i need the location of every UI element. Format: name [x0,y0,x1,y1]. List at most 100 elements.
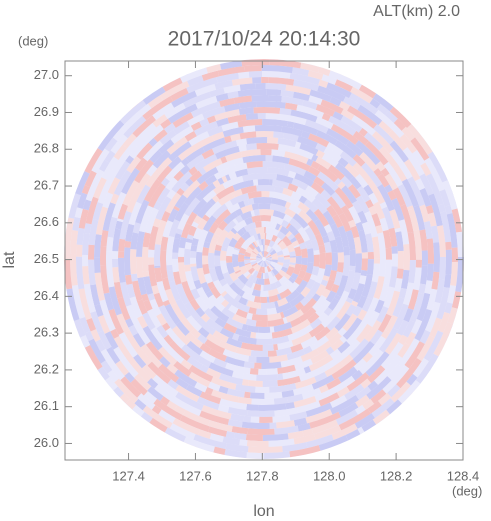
pattern-arc [187,75,204,87]
pattern-arc [241,284,254,295]
pattern-arc [242,155,266,164]
pattern-arc [110,134,128,154]
pattern-arc [378,257,386,277]
pattern-arc [79,316,91,334]
pattern-arc [66,288,80,322]
pattern-arc [300,296,310,307]
pattern-arc [306,152,314,160]
pattern-arc [99,299,116,332]
pattern-arc [331,251,338,272]
pattern-arc [214,250,221,256]
pattern-arc [243,361,255,369]
pattern-arc [407,123,433,155]
pattern-arc [300,286,311,298]
pattern-arc [164,427,187,443]
pattern-arc [307,70,324,81]
pattern-arc [299,242,307,250]
pattern-arc [144,207,159,234]
pattern-arc [317,164,339,183]
pattern-arc [71,284,86,319]
pattern-arc [460,276,464,297]
pattern-arc [110,193,120,205]
pattern-arc [132,404,145,417]
pattern-arc [396,268,404,279]
pattern-arc [135,199,150,224]
pattern-arc [64,240,71,260]
pattern-arc [269,249,277,256]
pattern-arc [384,173,399,191]
pattern-arc [430,225,440,243]
pattern-arc [276,347,293,357]
pattern-arc [185,270,193,280]
pattern-arc [256,143,279,150]
pattern-arc [383,259,392,284]
pattern-arc [132,319,151,345]
pattern-arc [334,294,342,301]
pattern-arc [156,280,169,303]
pattern-arc [196,396,220,411]
pattern-arc [278,143,291,152]
pattern-arc [424,157,446,192]
pattern-arc [264,239,271,246]
pattern-arc [271,328,293,339]
pattern-arc [190,288,201,300]
pattern-arc [185,331,197,343]
pattern-arc [125,304,138,323]
pattern-arc [256,271,262,279]
pattern-arc [106,274,115,288]
pattern-arc [366,376,392,400]
pattern-arc [326,82,352,99]
pattern-arc [156,165,173,183]
pattern-arc [330,223,341,238]
pattern-arc [235,271,243,278]
pattern-arc [231,370,244,380]
pattern-arc [199,118,210,127]
pattern-arc [299,367,322,382]
pattern-arc [247,446,283,453]
pattern-arc [213,165,237,180]
pattern-arc [223,135,232,144]
pattern-arc [310,238,320,251]
pattern-arc [376,103,389,116]
pattern-arc [181,280,195,302]
pattern-arc [93,177,107,199]
pattern-arc [152,150,171,169]
pattern-arc [136,230,145,257]
pattern-arc [106,236,114,252]
pattern-arc [293,395,317,408]
pattern-arc [315,267,326,284]
pattern-arc [397,183,413,208]
pattern-arc [165,192,182,214]
pattern-arc [203,307,219,322]
pattern-arc [194,83,217,97]
pattern-arc [124,274,133,285]
pattern-arc [148,137,158,147]
pattern-arc [402,282,415,306]
pattern-arc [238,71,250,79]
pattern-arc [298,209,313,224]
pattern-arc [179,415,210,433]
reflectivity-pattern [64,59,464,459]
pattern-arc [332,214,344,228]
pattern-arc [147,183,166,208]
pattern-arc [264,391,283,399]
pattern-arc [331,359,357,380]
pattern-arc [289,251,296,257]
pattern-arc [228,237,238,248]
pattern-arc [231,77,253,86]
pattern-arc [154,244,161,267]
pattern-arc [107,177,121,195]
pattern-arc [200,313,211,323]
pattern-arc [354,413,376,429]
pattern-arc [250,260,257,266]
pattern-arc [90,329,101,342]
pattern-arc [147,308,162,329]
pattern-arc [184,197,201,217]
pattern-arc [305,402,333,418]
pattern-arc [425,301,441,333]
pattern-arc [186,77,218,94]
pattern-arc [319,365,328,374]
pattern-arc [274,280,282,289]
x-tick-label: 128.2 [380,468,413,483]
pattern-arc [398,287,407,299]
